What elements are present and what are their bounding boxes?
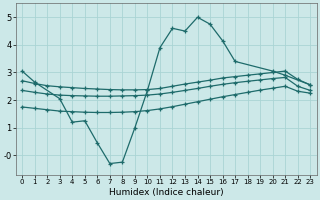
X-axis label: Humidex (Indice chaleur): Humidex (Indice chaleur) (109, 188, 224, 197)
